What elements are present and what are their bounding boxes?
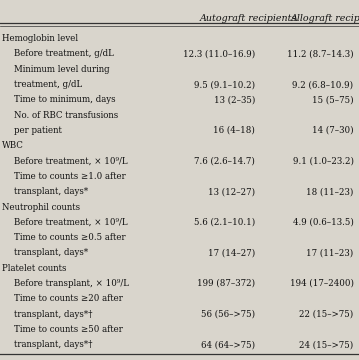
Text: No. of RBC transfusions: No. of RBC transfusions [14,111,118,120]
Text: 17 (14–27): 17 (14–27) [208,248,255,257]
Text: Time to counts ≥20 after: Time to counts ≥20 after [14,294,123,303]
Text: 22 (15–>75): 22 (15–>75) [299,310,354,319]
Text: 7.6 (2.6–14.7): 7.6 (2.6–14.7) [194,157,255,166]
Text: Time to counts ≥1.0 after: Time to counts ≥1.0 after [14,172,126,181]
Text: Time to counts ≥50 after: Time to counts ≥50 after [14,325,123,334]
Text: 17 (11–23): 17 (11–23) [306,248,354,257]
Text: Before treatment, g/dL: Before treatment, g/dL [14,49,114,58]
Text: Allograft recipients: Allograft recipients [291,14,359,23]
Text: per patient: per patient [14,126,62,135]
Text: 199 (87–372): 199 (87–372) [197,279,255,288]
Text: 56 (56–>75): 56 (56–>75) [201,310,255,319]
Text: Time to counts ≥0.5 after: Time to counts ≥0.5 after [14,233,126,242]
Text: 13 (12–27): 13 (12–27) [208,187,255,196]
Text: Platelet counts: Platelet counts [2,264,66,273]
Text: transplant, days*: transplant, days* [14,248,88,257]
Text: Neutrophil counts: Neutrophil counts [2,202,80,211]
Text: WBC: WBC [2,141,24,150]
Text: 9.5 (9.1–10.2): 9.5 (9.1–10.2) [194,80,255,89]
Text: Time to minimum, days: Time to minimum, days [14,95,116,104]
Text: 15 (5–75): 15 (5–75) [312,95,354,104]
Text: 11.2 (8.7–14.3): 11.2 (8.7–14.3) [287,49,354,58]
Text: Hemoglobin level: Hemoglobin level [2,34,78,43]
Text: 12.3 (11.0–16.9): 12.3 (11.0–16.9) [183,49,255,58]
Text: 18 (11–23): 18 (11–23) [306,187,354,196]
Text: 64 (64–>75): 64 (64–>75) [201,340,255,349]
Text: transplant, days*†: transplant, days*† [14,310,93,319]
Text: Autograft recipients: Autograft recipients [199,14,297,23]
Text: 4.9 (0.6–13.5): 4.9 (0.6–13.5) [293,218,354,227]
Text: 13 (2–35): 13 (2–35) [214,95,255,104]
Text: 5.6 (2.1–10.1): 5.6 (2.1–10.1) [194,218,255,227]
Text: Minimum level during: Minimum level during [14,65,110,74]
Text: treatment, g/dL: treatment, g/dL [14,80,83,89]
Text: 16 (4–18): 16 (4–18) [213,126,255,135]
Text: transplant, days*: transplant, days* [14,187,88,196]
Text: transplant, days*†: transplant, days*† [14,340,93,349]
Text: Before transplant, × 10⁹/L: Before transplant, × 10⁹/L [14,279,129,288]
Text: 24 (15–>75): 24 (15–>75) [299,340,354,349]
Text: Before treatment, × 10⁹/L: Before treatment, × 10⁹/L [14,157,128,166]
Text: 194 (17–2400): 194 (17–2400) [290,279,354,288]
Text: Before treatment, × 10⁹/L: Before treatment, × 10⁹/L [14,218,128,227]
Text: 9.2 (6.8–10.9): 9.2 (6.8–10.9) [293,80,354,89]
Text: 14 (7–30): 14 (7–30) [312,126,354,135]
Text: 9.1 (1.0–23.2): 9.1 (1.0–23.2) [293,157,354,166]
